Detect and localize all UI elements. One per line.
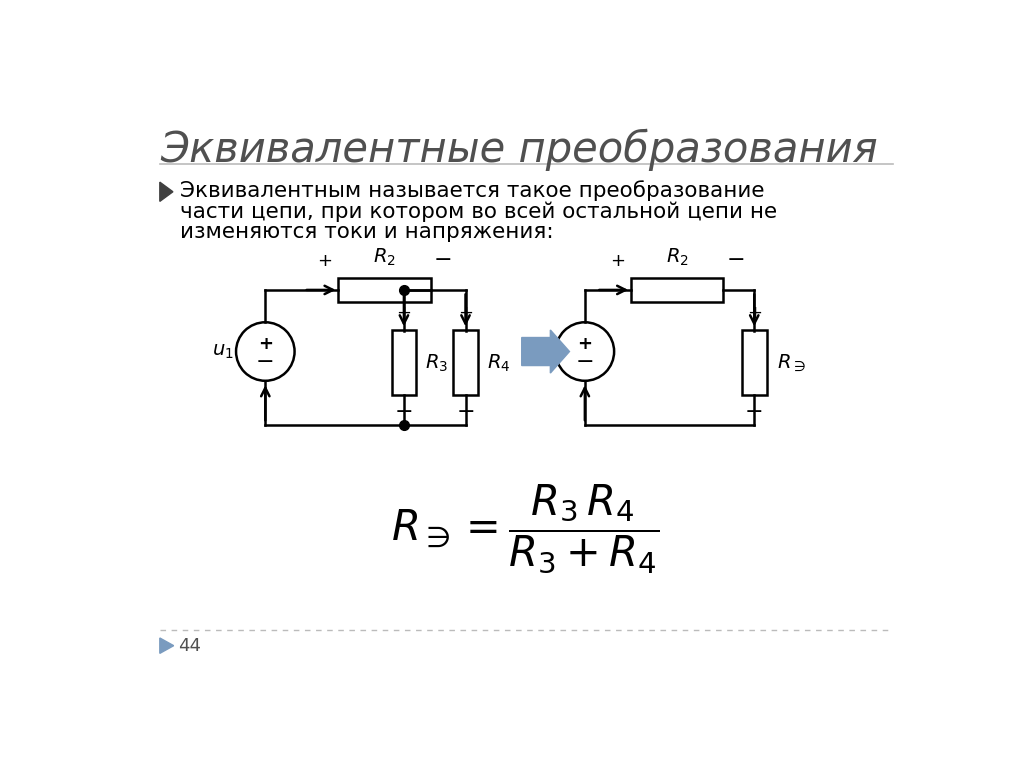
Text: $R_2$: $R_2$ [374, 247, 396, 268]
Text: $R_4$: $R_4$ [487, 352, 510, 374]
Text: −: − [457, 402, 475, 422]
Text: +: + [396, 304, 412, 321]
Bar [454, 330, 478, 396]
Text: $R_\mathregular{\ni}$: $R_\mathregular{\ni}$ [777, 353, 806, 374]
Text: Эквивалентные преобразования: Эквивалентные преобразования [160, 128, 878, 170]
Text: −: − [434, 250, 453, 270]
Text: +: + [317, 252, 332, 270]
Text: 44: 44 [178, 637, 202, 655]
Text: +: + [746, 304, 762, 321]
Text: части цепи, при котором во всей остальной цепи не: части цепи, при котором во всей остально… [180, 202, 777, 222]
Text: +: + [609, 252, 625, 270]
Text: +: + [578, 335, 592, 353]
Bar [339, 278, 431, 302]
Polygon shape [160, 638, 174, 653]
Text: $R_\mathregular{\ni} = \dfrac{R_3\,R_4}{R_3 + R_4}$: $R_\mathregular{\ni} = \dfrac{R_3\,R_4}{… [391, 482, 658, 575]
Text: +: + [458, 304, 473, 321]
Text: $u_1$: $u_1$ [212, 342, 233, 361]
Text: −: − [726, 250, 745, 270]
Bar [631, 278, 724, 302]
Polygon shape [521, 330, 569, 373]
Text: +: + [258, 335, 272, 353]
Text: $R_3$: $R_3$ [425, 352, 449, 374]
Text: $R_2$: $R_2$ [666, 247, 689, 268]
Bar [391, 330, 416, 396]
Text: −: − [744, 402, 764, 422]
Text: −: − [394, 402, 414, 422]
Text: изменяются токи и напряжения:: изменяются токи и напряжения: [180, 222, 553, 242]
Text: −: − [575, 351, 594, 371]
Text: $u_1$: $u_1$ [531, 342, 553, 361]
Polygon shape [160, 182, 173, 202]
Text: Эквивалентным называется такое преобразование: Эквивалентным называется такое преобразо… [180, 180, 764, 202]
Bar [742, 330, 767, 396]
Text: −: − [256, 351, 274, 371]
